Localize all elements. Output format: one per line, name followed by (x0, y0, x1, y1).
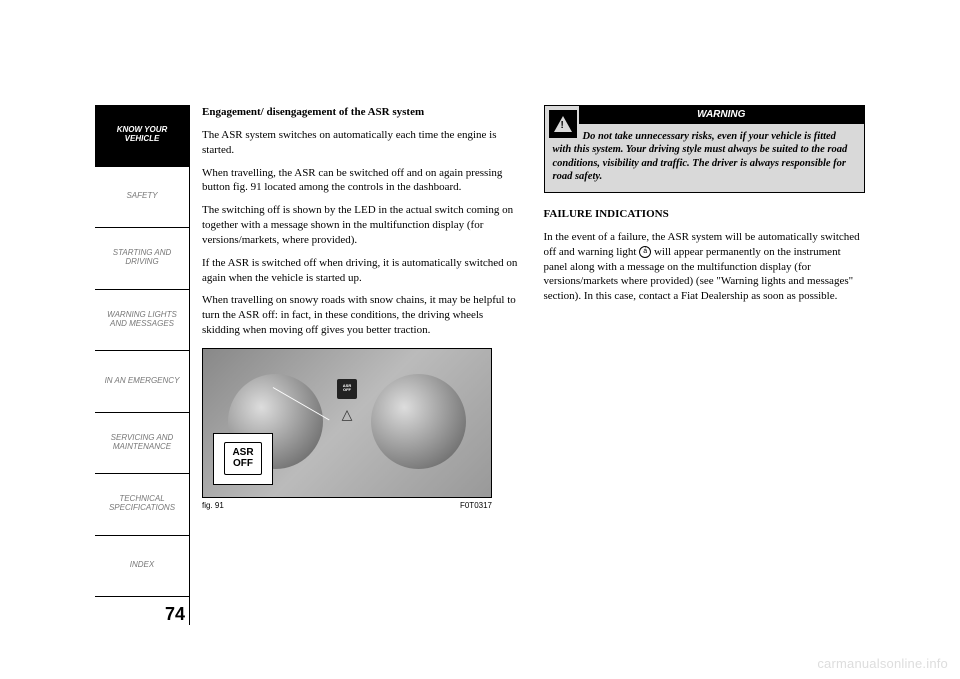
failure-p1: In the event of a failure, the ASR syste… (544, 230, 866, 304)
asr-warning-light-icon: á (639, 246, 651, 258)
tab-starting-driving[interactable]: STARTING AND DRIVING (95, 228, 189, 290)
warning-triangle-icon (549, 110, 577, 138)
callout-button-icon: ASROFF (224, 442, 262, 475)
figure-91: ASROFF △ ASROFF fig. 91 F0T0317 (202, 348, 524, 512)
asr-p5: When travelling on snowy roads with snow… (202, 293, 524, 338)
tab-servicing[interactable]: SERVICING AND MAINTENANCE (95, 413, 189, 475)
asr-off-button-icon: ASROFF (337, 379, 357, 399)
manual-page: KNOW YOUR VEHICLE SAFETY STARTING AND DR… (95, 105, 865, 625)
right-column: WARNING Do not take unnecessary risks, e… (544, 105, 866, 625)
tab-warning-lights[interactable]: WARNING LIGHTS AND MESSAGES (95, 290, 189, 352)
figure-code: F0T0317 (460, 501, 492, 512)
tab-know-your-vehicle[interactable]: KNOW YOUR VEHICLE (95, 105, 189, 167)
figure-image: ASROFF △ ASROFF (202, 348, 492, 498)
tab-emergency[interactable]: IN AN EMERGENCY (95, 351, 189, 413)
failure-heading: FAILURE INDICATIONS (544, 207, 866, 222)
figure-number: fig. 91 (202, 501, 224, 512)
watermark-text: carmanualsonline.info (817, 656, 948, 671)
figure-callout: ASROFF (213, 433, 273, 485)
asr-p2: When travelling, the ASR can be switched… (202, 166, 524, 196)
asr-p1: The ASR system switches on automatically… (202, 128, 524, 158)
asr-p3: The switching off is shown by the LED in… (202, 203, 524, 248)
figure-caption: fig. 91 F0T0317 (202, 501, 492, 512)
page-number-wrap: 74 (95, 597, 189, 625)
asr-p4: If the ASR is switched off when driving,… (202, 256, 524, 286)
section-tabs-sidebar: KNOW YOUR VEHICLE SAFETY STARTING AND DR… (95, 105, 190, 625)
page-number: 74 (165, 604, 185, 625)
tab-safety[interactable]: SAFETY (95, 167, 189, 229)
left-column: Engagement/ disengagement of the ASR sys… (202, 105, 524, 625)
asr-heading: Engagement/ disengagement of the ASR sys… (202, 105, 524, 120)
content-area: Engagement/ disengagement of the ASR sys… (190, 105, 865, 625)
warning-body: Do not take unnecessary risks, even if y… (545, 124, 865, 193)
tab-index[interactable]: INDEX (95, 536, 189, 598)
warning-box: WARNING Do not take unnecessary risks, e… (544, 105, 866, 193)
tab-tech-specs[interactable]: TECHNICAL SPECIFICATIONS (95, 474, 189, 536)
dashboard-dial-right-icon (371, 374, 466, 469)
warning-title: WARNING (579, 106, 865, 124)
hazard-triangle-icon: △ (336, 407, 358, 429)
